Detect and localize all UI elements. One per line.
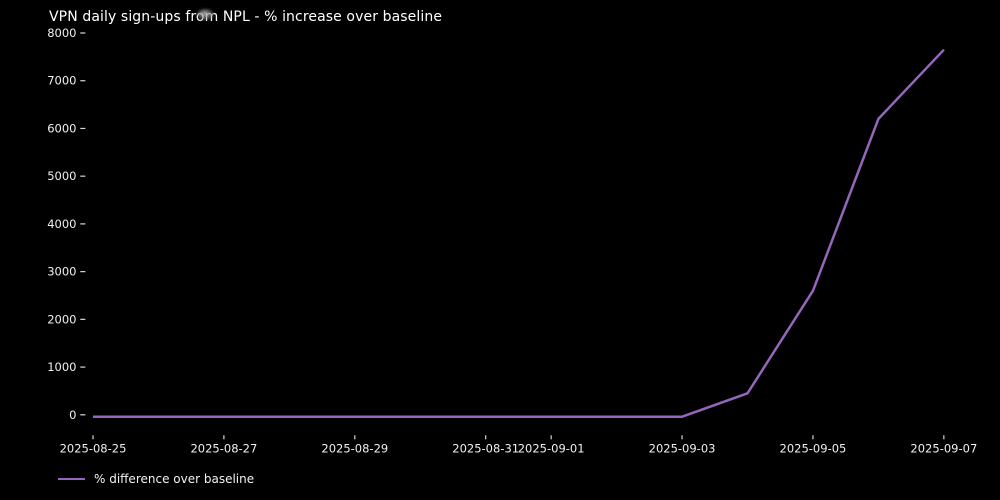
y-tick-label: 0 — [69, 408, 76, 422]
x-tick-label: 2025-09-07 — [910, 442, 977, 456]
y-tick-label: 2000 — [47, 312, 76, 326]
x-tick-label: 2025-08-29 — [321, 442, 388, 456]
legend-label: % difference over baseline — [94, 472, 255, 486]
x-tick-label: 2025-08-25 — [60, 442, 127, 456]
y-tick-label: 7000 — [47, 74, 76, 88]
x-tick-label: 2025-09-05 — [780, 442, 847, 456]
legend-line-swatch — [58, 478, 85, 480]
legend: % difference over baseline — [58, 471, 254, 487]
y-tick-label: 8000 — [47, 26, 76, 40]
chart-title: VPN daily sign-ups from NPL - % increase… — [49, 9, 443, 25]
x-tick-label: 2025-08-31 — [452, 442, 519, 456]
y-tick-label: 5000 — [47, 169, 76, 183]
data-line-pct-difference — [93, 48, 945, 418]
y-tick-label: 1000 — [47, 360, 76, 374]
y-tick-label: 6000 — [47, 121, 76, 135]
x-tick-label: 2025-08-27 — [190, 442, 257, 456]
x-tick-label: 2025-09-03 — [649, 442, 716, 456]
y-tick-label: 4000 — [47, 217, 76, 231]
x-tick-label: 2025-09-01 — [518, 442, 585, 456]
y-tick-label: 3000 — [47, 265, 76, 279]
